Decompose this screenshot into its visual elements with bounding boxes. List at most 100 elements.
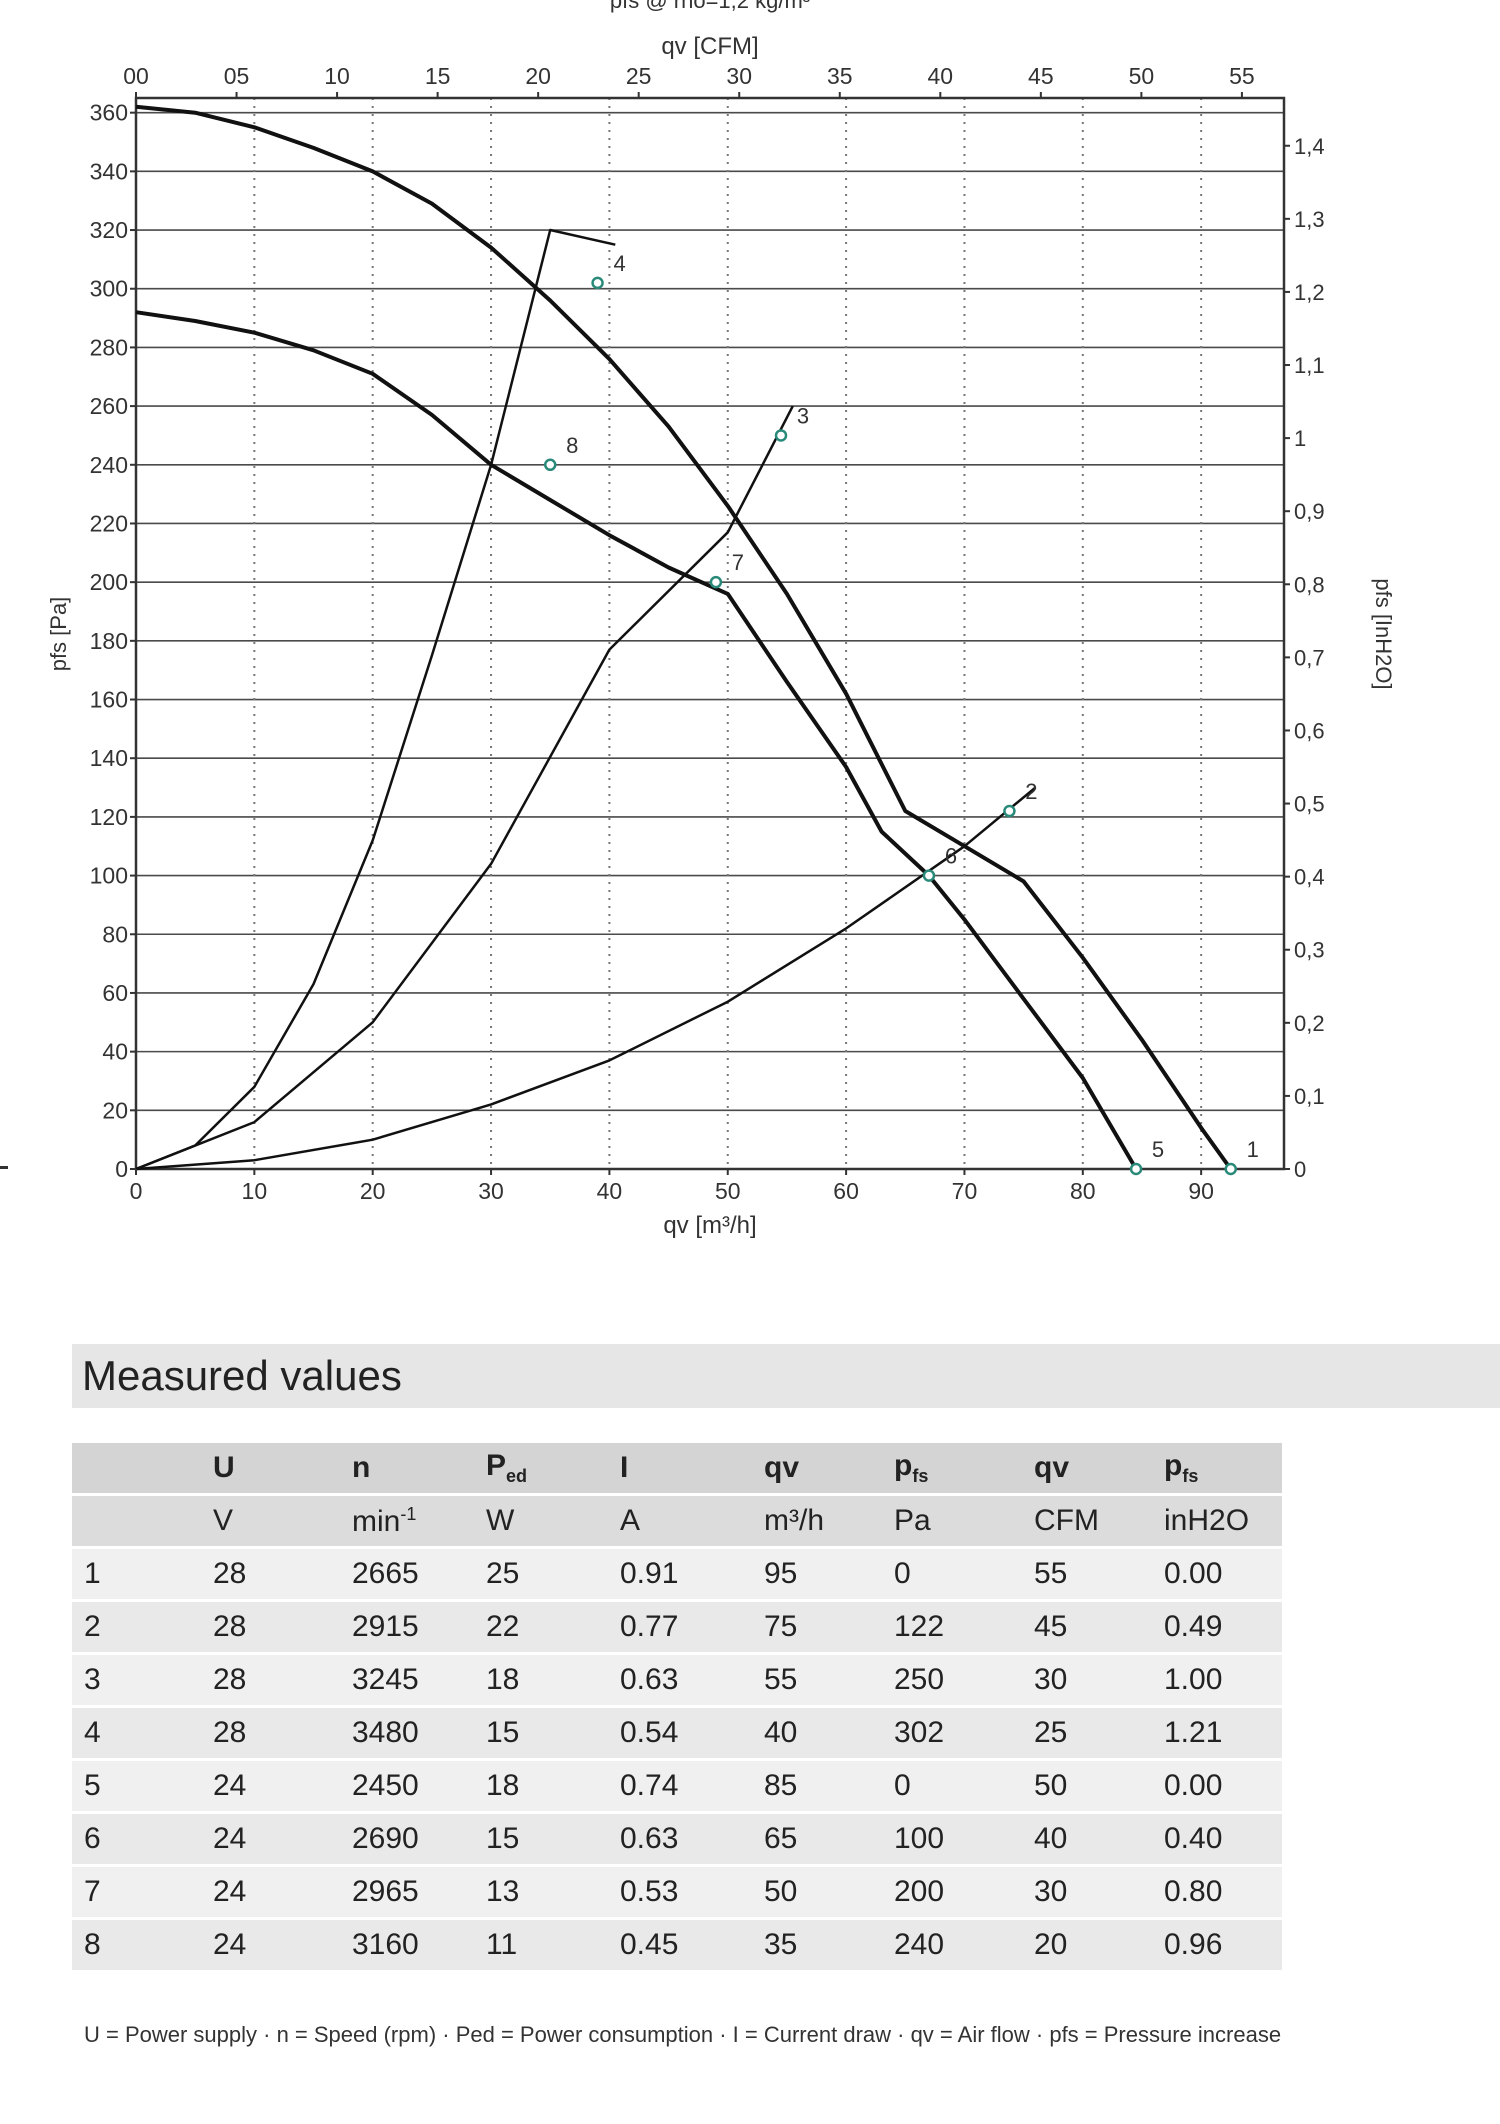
table-cell: 15: [474, 1708, 608, 1758]
cell-text: 0: [894, 1557, 911, 1590]
fan-curve-2: [135, 310, 1138, 1171]
cell-text: 0.40: [1164, 1822, 1223, 1855]
table-cell: 0.80: [1152, 1867, 1282, 1917]
cell-text: 3480: [352, 1716, 419, 1749]
y-tick-label: 160: [90, 687, 128, 713]
table-cell: 28: [201, 1655, 340, 1705]
cell-text: 18: [486, 1769, 520, 1802]
cell-text: A: [620, 1504, 641, 1537]
cell-text: 25: [1034, 1716, 1068, 1749]
cell-text: 2: [84, 1610, 101, 1643]
cell-text: 40: [764, 1716, 798, 1749]
chart-title: pfs @ rho=1,2 kg/m³: [610, 0, 810, 13]
operating-point-label: 2: [1025, 779, 1037, 804]
table-cell: V: [201, 1496, 340, 1546]
table-cell: 0.45: [608, 1920, 752, 1970]
cell-text: 75: [764, 1610, 798, 1643]
cell-text: 0.00: [1164, 1769, 1223, 1802]
cell-text: 0.77: [620, 1610, 679, 1643]
table-cell: 30: [1022, 1867, 1152, 1917]
cell-text: 55: [1034, 1557, 1068, 1590]
table-cell: 4: [72, 1708, 201, 1758]
y2-tick-label: 1,3: [1294, 207, 1325, 232]
y-tick-label: 260: [90, 393, 128, 419]
table-cell: 2690: [340, 1814, 474, 1864]
x2-tick-label: 55: [1229, 63, 1255, 89]
table-cell: 65: [752, 1814, 882, 1864]
table-cell: 2915: [340, 1602, 474, 1652]
x2-tick-label: 35: [827, 63, 853, 89]
x-tick-label: 10: [242, 1178, 268, 1204]
table-cell: 30: [1022, 1655, 1152, 1705]
table-cell: 0: [882, 1549, 1022, 1599]
cell-text: 122: [894, 1610, 945, 1643]
x2-tick-label: 20: [525, 63, 551, 89]
table-cell: W: [474, 1496, 608, 1546]
x2-tick-label: 50: [1129, 63, 1155, 89]
cell-text: 0.53: [620, 1875, 679, 1908]
y2-tick-label: 0,7: [1294, 645, 1325, 670]
cell-text: V: [213, 1504, 234, 1537]
cell-subscript: fs: [1182, 1466, 1199, 1486]
table-row: 6 24 2690 15 0.63 65 100 40 0.40: [72, 1814, 1282, 1864]
cell-text: 2690: [352, 1822, 419, 1855]
cell-text: P: [486, 1449, 507, 1482]
x-axis-label: qv [m³/h]: [663, 1212, 756, 1239]
y2-tick-label: 1,4: [1294, 134, 1325, 159]
table-cell: 0.54: [608, 1708, 752, 1758]
table-cell: [72, 1496, 201, 1546]
table-cell: 2965: [340, 1867, 474, 1917]
section-header: Measured values: [72, 1344, 1500, 1408]
cell-text: 13: [486, 1875, 520, 1908]
y2-tick-label: 0,6: [1294, 718, 1325, 743]
table-cell: 28: [201, 1708, 340, 1758]
table-cell: [72, 1443, 201, 1493]
y-tick-label: 60: [102, 980, 128, 1006]
cell-text: 2665: [352, 1557, 419, 1590]
table-cell: 50: [1022, 1761, 1152, 1811]
x2-tick-label: 40: [928, 63, 954, 89]
operating-point-marker: [1129, 1162, 1143, 1176]
cell-text: 30: [1034, 1875, 1068, 1908]
table-cell: 0.77: [608, 1602, 752, 1652]
table-cell: 250: [882, 1655, 1022, 1705]
table-cell: 240: [882, 1920, 1022, 1970]
table-cell: 8: [72, 1920, 201, 1970]
cell-text: 28: [213, 1610, 247, 1643]
cell-text: 3: [84, 1663, 101, 1696]
table-cell: 18: [474, 1761, 608, 1811]
table-cell: 7: [72, 1867, 201, 1917]
table-cell: 45: [1022, 1602, 1152, 1652]
system-curve-1: [135, 228, 616, 1171]
cell-text: 1: [84, 1557, 101, 1590]
x-tick-label: 60: [833, 1178, 859, 1204]
y2-tick-label: 0,9: [1294, 499, 1325, 524]
table-cell: 100: [882, 1814, 1022, 1864]
table-row: 7 24 2965 13 0.53 50 200 30 0.80: [72, 1867, 1282, 1917]
table-cell: 15: [474, 1814, 608, 1864]
operating-point-marker: [774, 429, 788, 442]
table-cell: 28: [201, 1602, 340, 1652]
table-cell: 1.00: [1152, 1655, 1282, 1705]
operating-point-label: 6: [945, 844, 957, 869]
cell-text: Pa: [894, 1504, 931, 1537]
cell-text: 1.21: [1164, 1716, 1223, 1749]
cell-text: 7: [84, 1875, 101, 1908]
grid: [136, 98, 1284, 1170]
y-tick-label: 240: [90, 452, 128, 478]
y-tick-label: 300: [90, 276, 128, 302]
table-cell: 0.40: [1152, 1814, 1282, 1864]
cell-text: 35: [764, 1928, 798, 1961]
table-cell: 24: [201, 1761, 340, 1811]
cell-text: m³/h: [764, 1504, 824, 1537]
table-cell: 2665: [340, 1549, 474, 1599]
table-cell: qv: [752, 1443, 882, 1493]
table-cell: 0.96: [1152, 1920, 1282, 1970]
y2-tick-label: 0,8: [1294, 572, 1325, 597]
y-tick-label: 120: [90, 804, 128, 830]
cell-text: qv: [764, 1451, 800, 1484]
operating-point-label: 1: [1247, 1137, 1259, 1162]
cell-text: 15: [486, 1716, 520, 1749]
cell-text: 24: [213, 1875, 247, 1908]
